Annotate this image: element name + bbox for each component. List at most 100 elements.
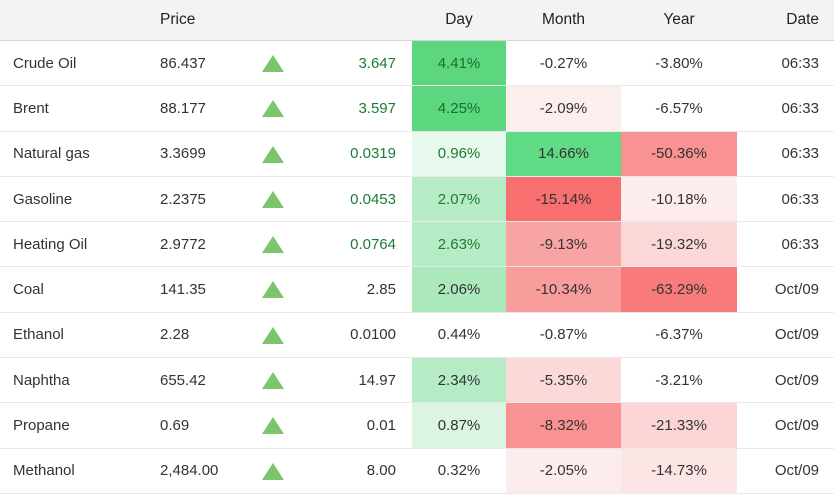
table-body: Crude Oil 86.437 3.647 4.41% -0.27% -3.80% 06:… bbox=[0, 40, 834, 494]
up-arrow-icon bbox=[261, 236, 284, 254]
day-percent-cell: 0.87% bbox=[412, 402, 506, 449]
month-percent-cell: -2.09% bbox=[506, 85, 621, 132]
commodity-name[interactable]: Heating Oil bbox=[0, 221, 150, 268]
year-percent-cell: -3.21% bbox=[621, 357, 737, 404]
month-percent-cell: -2.05% bbox=[506, 448, 621, 494]
col-header-price: Price bbox=[150, 0, 235, 41]
table-row[interactable]: Natural gas 3.3699 0.0319 0.96% 14.66% -50.36… bbox=[0, 131, 834, 177]
month-percent-cell: -0.27% bbox=[506, 40, 621, 87]
day-percent-cell: 4.41% bbox=[412, 40, 506, 87]
arrow-cell bbox=[235, 131, 310, 177]
year-percent-cell: -50.36% bbox=[621, 131, 737, 177]
year-percent-cell: -6.57% bbox=[621, 85, 737, 132]
up-arrow-icon bbox=[261, 145, 284, 163]
up-arrow-icon bbox=[261, 190, 284, 208]
arrow-cell bbox=[235, 357, 310, 404]
header-row: Price Day Month Year Date bbox=[0, 0, 834, 41]
change-value: 0.0100 bbox=[310, 312, 412, 359]
change-value: 8.00 bbox=[310, 448, 412, 494]
col-header-day: Day bbox=[412, 0, 506, 41]
arrow-cell bbox=[235, 221, 310, 268]
commodity-name[interactable]: Methanol bbox=[0, 448, 150, 494]
day-percent-cell: 2.07% bbox=[412, 176, 506, 223]
price-value: 2.9772 bbox=[150, 221, 235, 268]
up-arrow-icon bbox=[261, 417, 284, 435]
price-value: 2,484.00 bbox=[150, 448, 235, 494]
month-percent-cell: -10.34% bbox=[506, 266, 621, 313]
arrow-cell bbox=[235, 40, 310, 87]
col-header-change bbox=[310, 0, 412, 41]
up-arrow-icon bbox=[261, 326, 284, 344]
price-value: 3.3699 bbox=[150, 131, 235, 177]
commodity-name[interactable]: Coal bbox=[0, 266, 150, 313]
date-value: 06:33 bbox=[737, 85, 834, 132]
table-row[interactable]: Coal 141.35 2.85 2.06% -10.34% -63.29% Oct/09 bbox=[0, 266, 834, 313]
arrow-cell bbox=[235, 176, 310, 223]
commodity-name[interactable]: Natural gas bbox=[0, 131, 150, 177]
commodity-name[interactable]: Propane bbox=[0, 402, 150, 449]
month-percent-cell: -15.14% bbox=[506, 176, 621, 223]
date-value: 06:33 bbox=[737, 221, 834, 268]
year-percent-cell: -63.29% bbox=[621, 266, 737, 313]
table-row[interactable]: Naphtha 655.42 14.97 2.34% -5.35% -3.21% Oct/0… bbox=[0, 357, 834, 404]
arrow-cell bbox=[235, 312, 310, 359]
up-arrow-icon bbox=[261, 100, 284, 118]
day-percent-cell: 2.63% bbox=[412, 221, 506, 268]
change-value: 2.85 bbox=[310, 266, 412, 313]
change-value: 0.0453 bbox=[310, 176, 412, 223]
change-value: 14.97 bbox=[310, 357, 412, 404]
arrow-cell bbox=[235, 402, 310, 449]
date-value: 06:33 bbox=[737, 40, 834, 87]
date-value: Oct/09 bbox=[737, 448, 834, 494]
month-percent-cell: -8.32% bbox=[506, 402, 621, 449]
year-percent-cell: -3.80% bbox=[621, 40, 737, 87]
up-arrow-icon bbox=[261, 371, 284, 389]
change-value: 3.597 bbox=[310, 85, 412, 132]
day-percent-cell: 0.96% bbox=[412, 131, 506, 177]
year-percent-cell: -21.33% bbox=[621, 402, 737, 449]
change-value: 0.01 bbox=[310, 402, 412, 449]
day-percent-cell: 0.44% bbox=[412, 312, 506, 359]
table-row[interactable]: Propane 0.69 0.01 0.87% -8.32% -21.33% Oct/09 bbox=[0, 402, 834, 449]
date-value: 06:33 bbox=[737, 176, 834, 223]
arrow-cell bbox=[235, 85, 310, 132]
table-row[interactable]: Crude Oil 86.437 3.647 4.41% -0.27% -3.80% 06:… bbox=[0, 40, 834, 87]
price-value: 2.28 bbox=[150, 312, 235, 359]
price-value: 86.437 bbox=[150, 40, 235, 87]
commodity-name[interactable]: Naphtha bbox=[0, 357, 150, 404]
commodity-name[interactable]: Brent bbox=[0, 85, 150, 132]
change-value: 3.647 bbox=[310, 40, 412, 87]
change-value: 0.0319 bbox=[310, 131, 412, 177]
arrow-cell bbox=[235, 448, 310, 494]
price-value: 141.35 bbox=[150, 266, 235, 313]
commodity-name[interactable]: Ethanol bbox=[0, 312, 150, 359]
commodity-name[interactable]: Crude Oil bbox=[0, 40, 150, 87]
month-percent-cell: -0.87% bbox=[506, 312, 621, 359]
up-arrow-icon bbox=[261, 54, 284, 72]
year-percent-cell: -19.32% bbox=[621, 221, 737, 268]
month-percent-cell: -5.35% bbox=[506, 357, 621, 404]
date-value: Oct/09 bbox=[737, 312, 834, 359]
table-row[interactable]: Gasoline 2.2375 0.0453 2.07% -15.14% -10.18% 0… bbox=[0, 176, 834, 223]
price-value: 0.69 bbox=[150, 402, 235, 449]
table-row[interactable]: Brent 88.177 3.597 4.25% -2.09% -6.57% 06:33 bbox=[0, 85, 834, 132]
date-value: Oct/09 bbox=[737, 266, 834, 313]
change-value: 0.0764 bbox=[310, 221, 412, 268]
price-value: 655.42 bbox=[150, 357, 235, 404]
price-value: 88.177 bbox=[150, 85, 235, 132]
col-header-date: Date bbox=[737, 0, 834, 41]
day-percent-cell: 0.32% bbox=[412, 448, 506, 494]
table-row[interactable]: Ethanol 2.28 0.0100 0.44% -0.87% -6.37% Oct/09 bbox=[0, 312, 834, 359]
table-row[interactable]: Methanol 2,484.00 8.00 0.32% -2.05% -14.73% Oc… bbox=[0, 448, 834, 494]
month-percent-cell: 14.66% bbox=[506, 131, 621, 177]
col-header-name bbox=[0, 0, 150, 41]
day-percent-cell: 2.34% bbox=[412, 357, 506, 404]
commodity-name[interactable]: Gasoline bbox=[0, 176, 150, 223]
day-percent-cell: 4.25% bbox=[412, 85, 506, 132]
up-arrow-icon bbox=[261, 281, 284, 299]
arrow-cell bbox=[235, 266, 310, 313]
day-percent-cell: 2.06% bbox=[412, 266, 506, 313]
table-row[interactable]: Heating Oil 2.9772 0.0764 2.63% -9.13% -19.32… bbox=[0, 221, 834, 268]
year-percent-cell: -14.73% bbox=[621, 448, 737, 494]
